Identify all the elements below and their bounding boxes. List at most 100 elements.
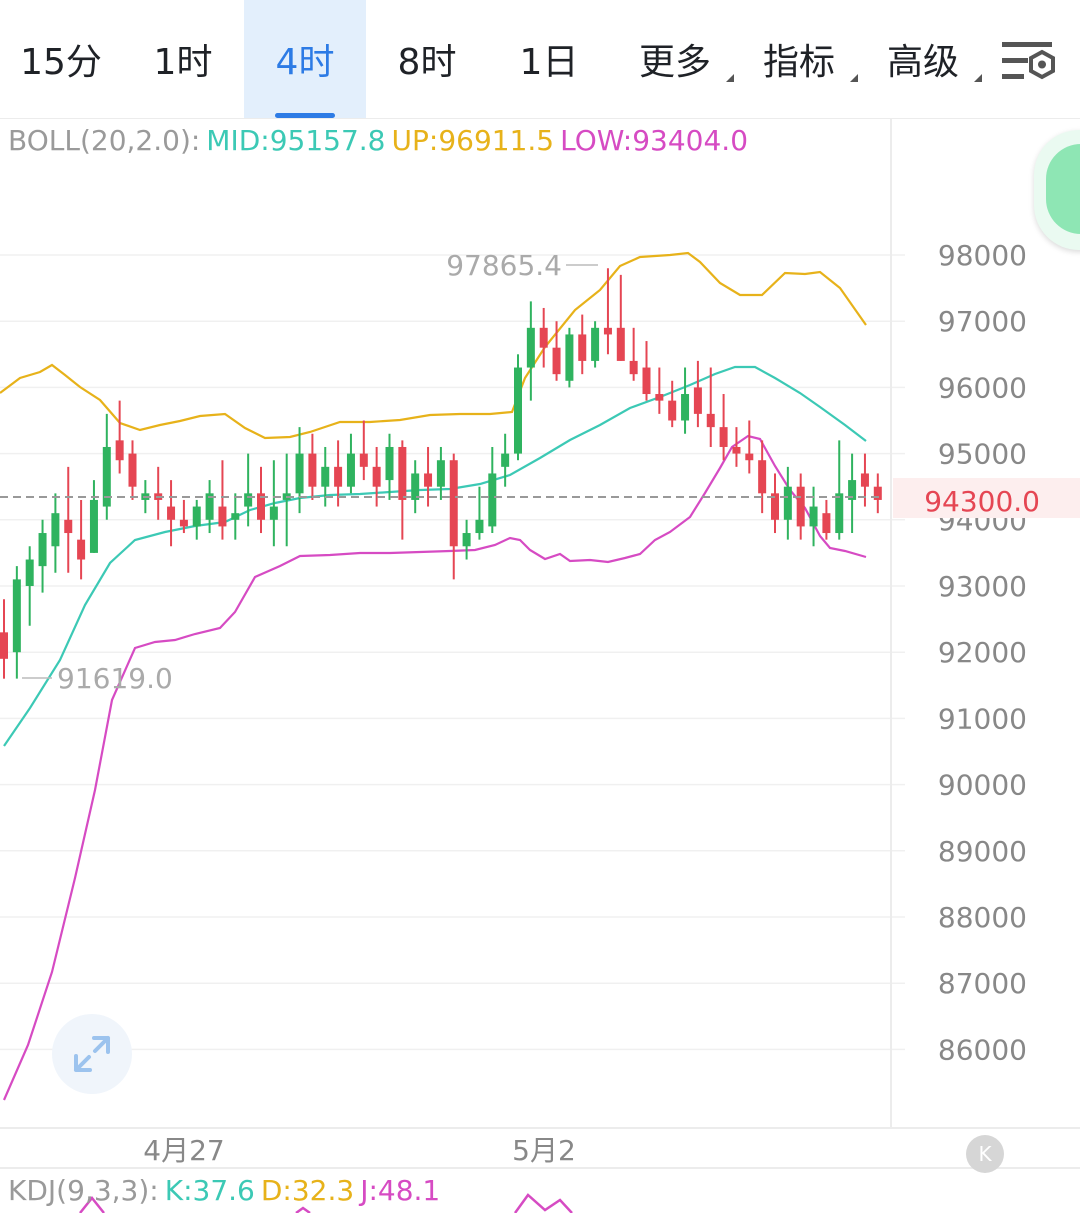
candle-body	[591, 327, 600, 361]
kdj-j-line	[513, 1193, 573, 1213]
boll-low: LOW:93404.0	[560, 124, 749, 157]
dropdown-caret-icon	[974, 74, 982, 82]
candle-body	[25, 559, 34, 586]
candle-body	[835, 493, 844, 534]
chart-settings-icon[interactable]	[1000, 38, 1060, 88]
candle-body	[809, 506, 818, 527]
tab-4h[interactable]: 4时	[244, 0, 366, 118]
candle-body	[231, 513, 240, 520]
candle-body	[115, 440, 124, 461]
candle-body	[629, 360, 638, 375]
candle-body	[167, 506, 176, 520]
candle-body	[771, 493, 779, 520]
candle-body	[745, 453, 754, 461]
candle-body	[655, 394, 664, 401]
candle-body	[526, 327, 535, 368]
current-price-label: 94300.0	[924, 485, 1040, 518]
price-tick-label: 96000	[938, 371, 1027, 404]
kdj-j-line	[79, 1195, 105, 1213]
candle-body	[0, 632, 8, 659]
price-tick-label: 91000	[938, 702, 1027, 735]
kdj-name: KDJ(9,3,3):	[8, 1174, 159, 1207]
candle-body	[244, 493, 253, 507]
candle-body	[693, 387, 702, 414]
price-tick-label: 88000	[938, 901, 1027, 934]
boll-name: BOLL(20,2.0):	[8, 124, 201, 157]
tab-15min[interactable]: 15分	[0, 0, 122, 118]
tab-label: 高级	[886, 42, 959, 83]
candles	[0, 268, 882, 679]
candle-body	[257, 493, 265, 520]
price-tick-label: 92000	[938, 636, 1027, 669]
candle-body	[449, 460, 458, 547]
price-axis: 9800097000960009500094000930009200091000…	[938, 239, 1027, 1066]
candle-body	[308, 453, 317, 487]
candle-body	[411, 473, 420, 500]
candle-body	[783, 486, 792, 520]
tab-indicators[interactable]: 指标	[738, 0, 860, 118]
dropdown-caret-icon	[850, 74, 858, 82]
tab-label: 8时	[397, 42, 457, 83]
candle-body	[334, 466, 343, 487]
boll-upper-line	[0, 251, 867, 440]
expand-icon[interactable]	[52, 1014, 132, 1094]
dropdown-caret-icon	[726, 74, 734, 82]
candle-body	[848, 480, 857, 500]
current-price-tag	[893, 478, 1080, 518]
low-marker-label: 91619.0	[57, 662, 173, 695]
boll-mid: MID:95157.8	[206, 124, 386, 157]
kdj-legend: KDJ(9,3,3): K:37.6 D:32.3 J:48.1	[8, 1174, 446, 1207]
candle-body	[732, 446, 741, 454]
k-icon[interactable]: K	[966, 1135, 1004, 1173]
tab-advanced[interactable]: 高级	[862, 0, 984, 118]
candle-body	[205, 493, 214, 520]
candle-body	[192, 506, 201, 527]
chart-grid	[0, 254, 905, 1051]
candle-body	[385, 446, 394, 481]
candle-body	[372, 466, 381, 487]
candle-body	[295, 453, 304, 494]
price-tick-label: 98000	[938, 239, 1027, 272]
candle-body	[681, 394, 690, 421]
candle-body	[822, 513, 831, 534]
candle-body	[578, 334, 587, 361]
tab-1d[interactable]: 1日	[488, 0, 610, 118]
candle-body	[51, 513, 60, 547]
price-tick-label: 97000	[938, 305, 1027, 338]
candle-body	[128, 453, 137, 487]
candle-body	[719, 427, 728, 447]
candle-body	[436, 460, 445, 487]
candle-body	[552, 347, 561, 375]
candle-body	[539, 327, 548, 348]
tab-more[interactable]: 更多	[614, 0, 736, 118]
candle-body	[642, 367, 651, 395]
candle-body	[12, 579, 21, 653]
kdj-k: K:37.6	[164, 1174, 255, 1207]
boll-lower-line	[2, 434, 867, 1101]
candle-body	[269, 506, 278, 520]
candle-body	[218, 506, 227, 527]
candle-body	[706, 413, 715, 428]
tab-divider	[0, 118, 1080, 119]
chat-bubble-inner	[1046, 144, 1080, 234]
candle-body	[38, 533, 47, 567]
kdj-j: J:48.1	[360, 1174, 441, 1207]
price-tick-label: 95000	[938, 438, 1027, 471]
candle-body	[616, 327, 625, 361]
price-tick-label: 89000	[938, 835, 1027, 868]
tab-1h[interactable]: 1时	[122, 0, 244, 118]
tab-label: 指标	[762, 42, 835, 83]
candle-body	[758, 460, 767, 494]
tab-8h[interactable]: 8时	[366, 0, 488, 118]
candle-body	[321, 466, 330, 487]
candle-body	[346, 453, 355, 487]
tab-label: 1时	[153, 42, 213, 83]
candle-body	[64, 519, 73, 534]
chat-bubble-icon[interactable]	[1034, 130, 1080, 250]
price-tick-label: 87000	[938, 967, 1027, 1000]
candle-body	[796, 486, 805, 527]
tab-label: 4时	[275, 42, 335, 83]
candle-body	[501, 453, 510, 467]
candle-body	[179, 519, 188, 527]
